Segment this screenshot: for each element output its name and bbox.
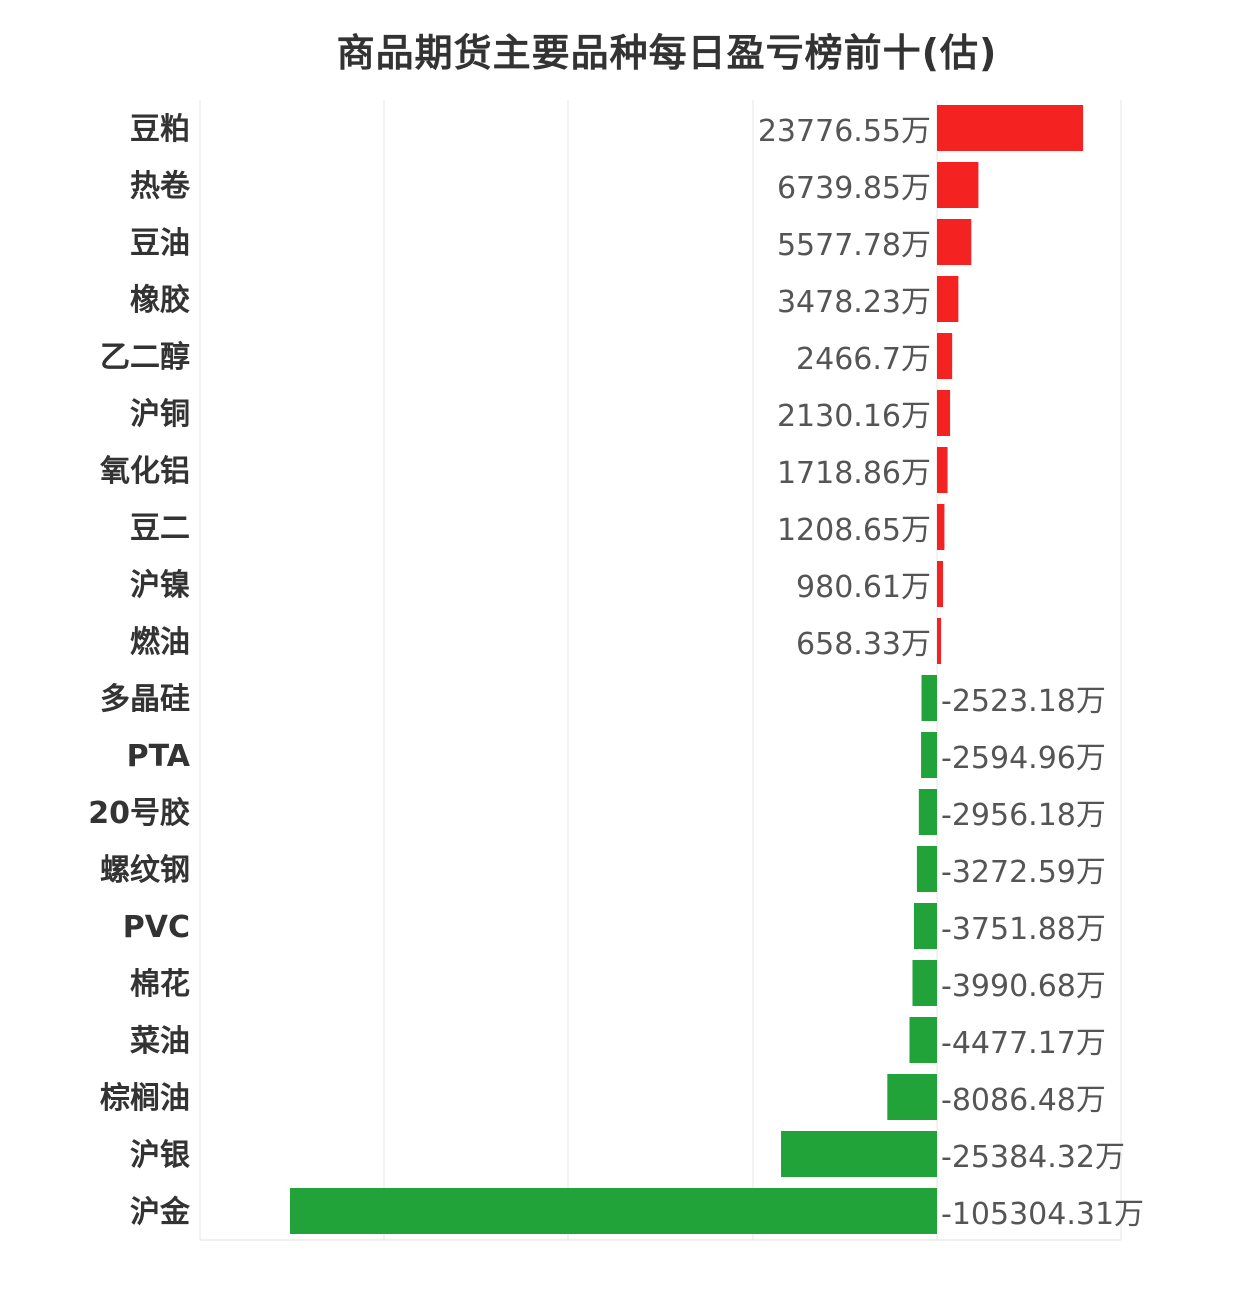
data-label: 3478.23万 bbox=[777, 285, 931, 320]
bar-乙二醇 bbox=[937, 333, 953, 379]
category-label: 燃油 bbox=[130, 625, 190, 660]
category-label: 沪银 bbox=[130, 1138, 190, 1173]
data-label: -105304.31万 bbox=[941, 1197, 1144, 1232]
category-label: PVC bbox=[123, 910, 190, 945]
data-label: -25384.32万 bbox=[941, 1140, 1125, 1175]
data-label: 1208.65万 bbox=[777, 513, 931, 548]
category-label: 豆油 bbox=[130, 226, 190, 261]
data-label: -2523.18万 bbox=[941, 684, 1106, 719]
data-label: -2594.96万 bbox=[941, 741, 1106, 776]
bar-菜油 bbox=[909, 1017, 937, 1063]
bar-燃油 bbox=[937, 618, 942, 664]
bar-沪镍 bbox=[937, 561, 944, 607]
bar-多晶硅 bbox=[921, 675, 937, 721]
category-label: 沪铜 bbox=[130, 397, 190, 432]
data-label: -4477.17万 bbox=[941, 1026, 1106, 1061]
bar-豆粕 bbox=[937, 105, 1084, 151]
bar-沪银 bbox=[781, 1131, 937, 1177]
bar-沪铜 bbox=[937, 390, 951, 436]
category-label: 多晶硅 bbox=[100, 682, 190, 717]
bar-豆油 bbox=[937, 219, 972, 265]
category-label: 豆二 bbox=[130, 511, 190, 546]
bar-氧化铝 bbox=[937, 447, 948, 493]
category-label: 沪金 bbox=[130, 1195, 191, 1230]
category-label: 沪镍 bbox=[130, 568, 190, 603]
bar-橡胶 bbox=[937, 276, 959, 322]
bar-PVC bbox=[913, 903, 937, 949]
data-label: -3751.88万 bbox=[941, 912, 1106, 947]
chart-title: 商品期货主要品种每日盈亏榜前十(估) bbox=[336, 31, 998, 75]
data-label: -3990.68万 bbox=[941, 969, 1106, 1004]
category-label: 橡胶 bbox=[130, 283, 190, 318]
data-label: 23776.55万 bbox=[758, 114, 931, 149]
bar-热卷 bbox=[937, 162, 979, 208]
data-label: 658.33万 bbox=[796, 627, 931, 662]
category-label: 乙二醇 bbox=[100, 340, 190, 375]
category-label: 豆粕 bbox=[130, 112, 190, 147]
category-label: 棕榈油 bbox=[100, 1081, 190, 1116]
category-label: 菜油 bbox=[130, 1024, 190, 1059]
category-label: 热卷 bbox=[130, 169, 191, 204]
category-label: 氧化铝 bbox=[100, 454, 190, 489]
bar-棉花 bbox=[912, 960, 937, 1006]
data-label: -8086.48万 bbox=[941, 1083, 1106, 1118]
data-label: 980.61万 bbox=[796, 570, 931, 605]
data-label: 6739.85万 bbox=[777, 171, 931, 206]
category-label: 螺纹钢 bbox=[100, 853, 190, 888]
data-label: 1718.86万 bbox=[777, 456, 931, 491]
category-label: 棉花 bbox=[130, 967, 190, 1002]
bar-豆二 bbox=[937, 504, 945, 550]
data-label: 2130.16万 bbox=[777, 399, 931, 434]
data-label: 2466.7万 bbox=[796, 342, 931, 377]
bar-棕榈油 bbox=[887, 1074, 937, 1120]
bar-PTA bbox=[921, 732, 937, 778]
data-label: -3272.59万 bbox=[941, 855, 1106, 890]
category-label: PTA bbox=[127, 739, 191, 774]
data-label: 5577.78万 bbox=[777, 228, 931, 263]
bar-沪金 bbox=[290, 1188, 937, 1234]
data-label: -2956.18万 bbox=[941, 798, 1106, 833]
category-label: 20号胶 bbox=[88, 796, 190, 831]
bar-螺纹钢 bbox=[916, 846, 937, 892]
bar-20号胶 bbox=[918, 789, 937, 835]
